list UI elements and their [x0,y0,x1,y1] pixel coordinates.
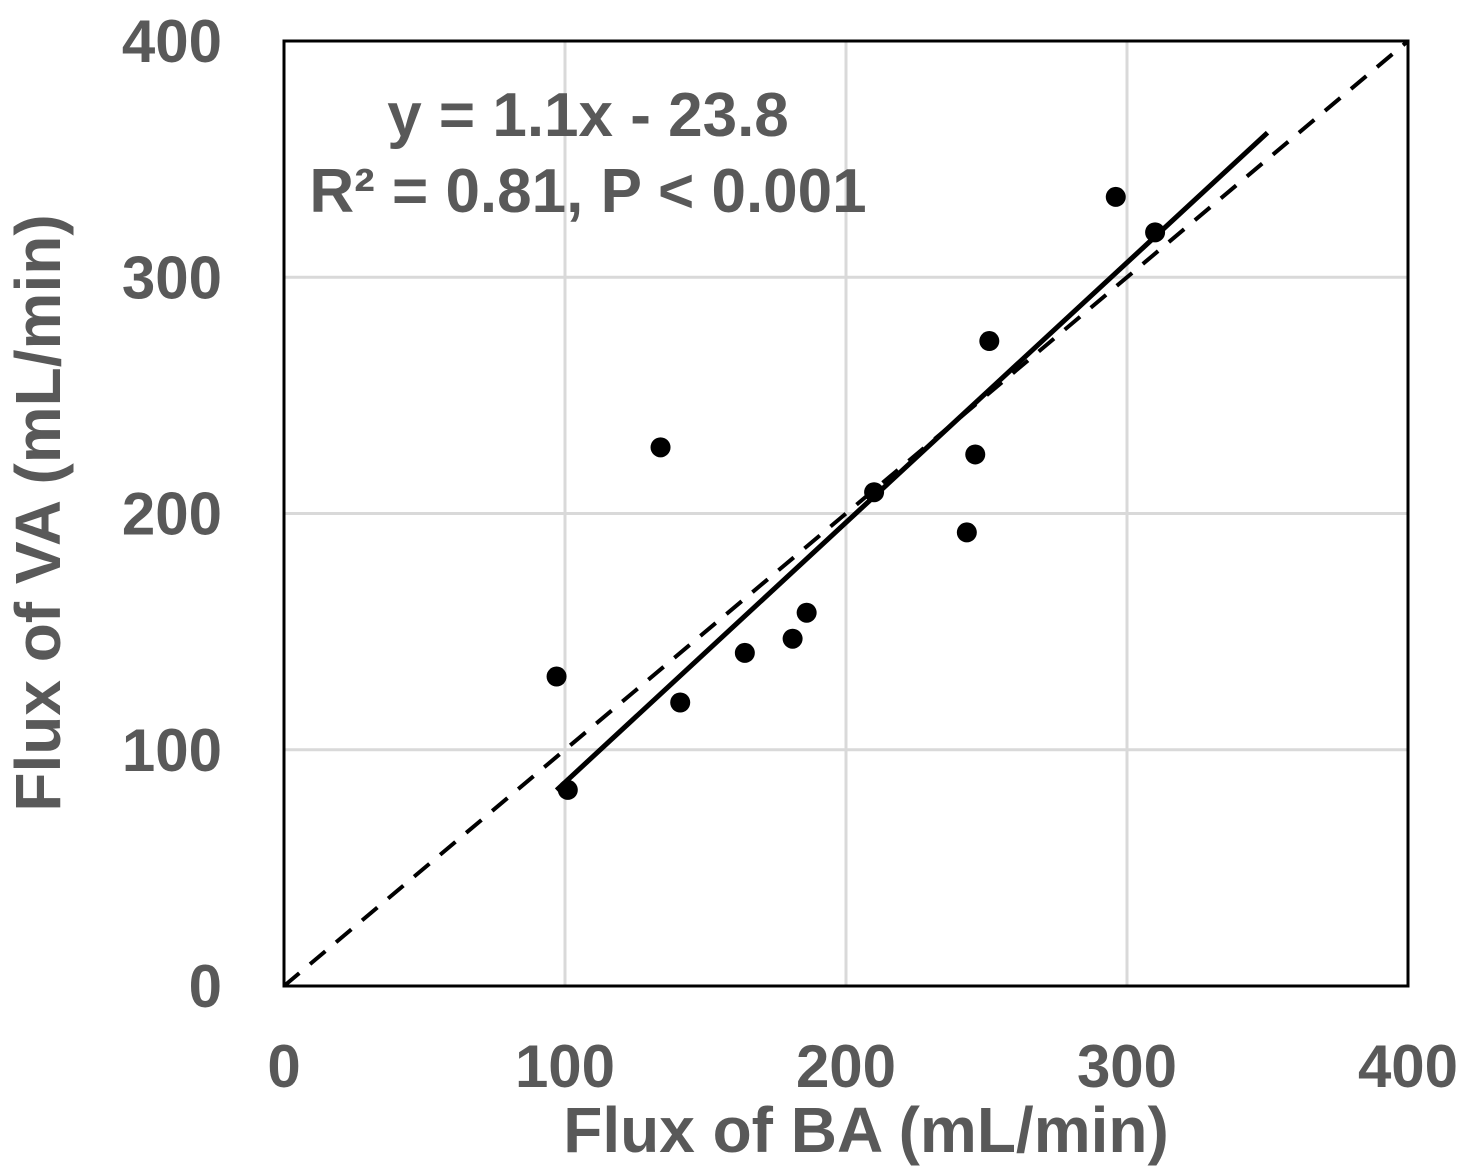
x-tick-label: 400 [1358,1033,1458,1100]
data-point [864,482,885,503]
x-tick-label: 0 [267,1033,300,1100]
data-point [782,628,803,649]
data-point [956,522,977,543]
data-point [734,642,755,663]
data-point [796,602,817,623]
x-axis-title: Flux of BA (mL/min) [563,1094,1169,1166]
x-tick-label: 200 [796,1033,896,1100]
data-point [546,666,567,687]
x-tick-label: 100 [515,1033,615,1100]
data-point [557,779,578,800]
plot-frame [282,39,1410,988]
y-tick-label: 400 [122,8,222,75]
gridlines [284,41,1408,986]
annotation-equation: y = 1.1x - 23.8 [387,81,789,150]
data-point [979,331,1000,352]
data-point [670,692,691,713]
y-tick-label: 100 [122,717,222,784]
x-tick-label: 300 [1077,1033,1177,1100]
data-point [650,437,671,458]
x-tick-labels: 0 100 200 300 400 [267,1033,1458,1100]
y-tick-label: 0 [189,953,222,1020]
y-tick-label: 300 [122,244,222,311]
data-point [965,444,986,465]
y-tick-label: 200 [122,481,222,548]
trend-lines [282,39,1410,988]
data-point [1145,222,1166,243]
annotation-stats: R² = 0.81, P < 0.001 [309,157,866,226]
y-axis-title: Flux of VA (mL/min) [2,214,74,811]
y-tick-labels: 0 100 200 300 400 [122,8,222,1020]
data-points [546,186,1166,800]
regression-line [554,130,1270,792]
data-point [1105,186,1126,207]
identity-line [282,39,1410,988]
